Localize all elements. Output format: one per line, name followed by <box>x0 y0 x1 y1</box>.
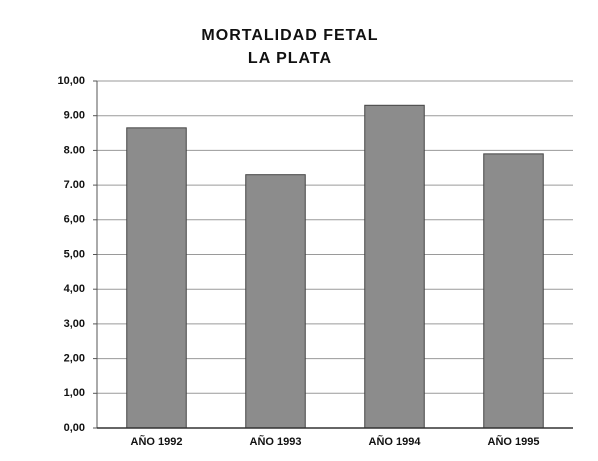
y-tick-label: 0,00 <box>64 422 85 434</box>
y-tick-label: 3,00 <box>64 318 85 330</box>
x-tick-label: AÑO 1992 <box>131 435 183 448</box>
bar <box>483 153 544 429</box>
bar <box>245 174 306 429</box>
y-tick-label: 9.00 <box>64 110 85 122</box>
y-tick-label: 8.00 <box>64 144 85 156</box>
y-tick-label: 6,00 <box>64 214 85 226</box>
y-tick-label: 1,00 <box>64 387 85 399</box>
y-tick-label: 4,00 <box>64 283 85 295</box>
bar <box>126 127 187 429</box>
y-tick-label: 10,00 <box>57 75 85 87</box>
x-tick-label: AÑO 1994 <box>369 435 422 448</box>
chart-title: MORTALIDAD FETAL <box>201 27 378 44</box>
y-tick-label: 7.00 <box>64 179 85 191</box>
y-tick-label: 2,00 <box>64 353 85 365</box>
x-tick-label: AÑO 1995 <box>488 435 540 448</box>
y-tick-label: 5,00 <box>64 248 85 260</box>
x-tick-label: AÑO 1993 <box>250 435 302 448</box>
bar <box>364 104 425 429</box>
chart-subtitle: LA PLATA <box>248 50 332 67</box>
